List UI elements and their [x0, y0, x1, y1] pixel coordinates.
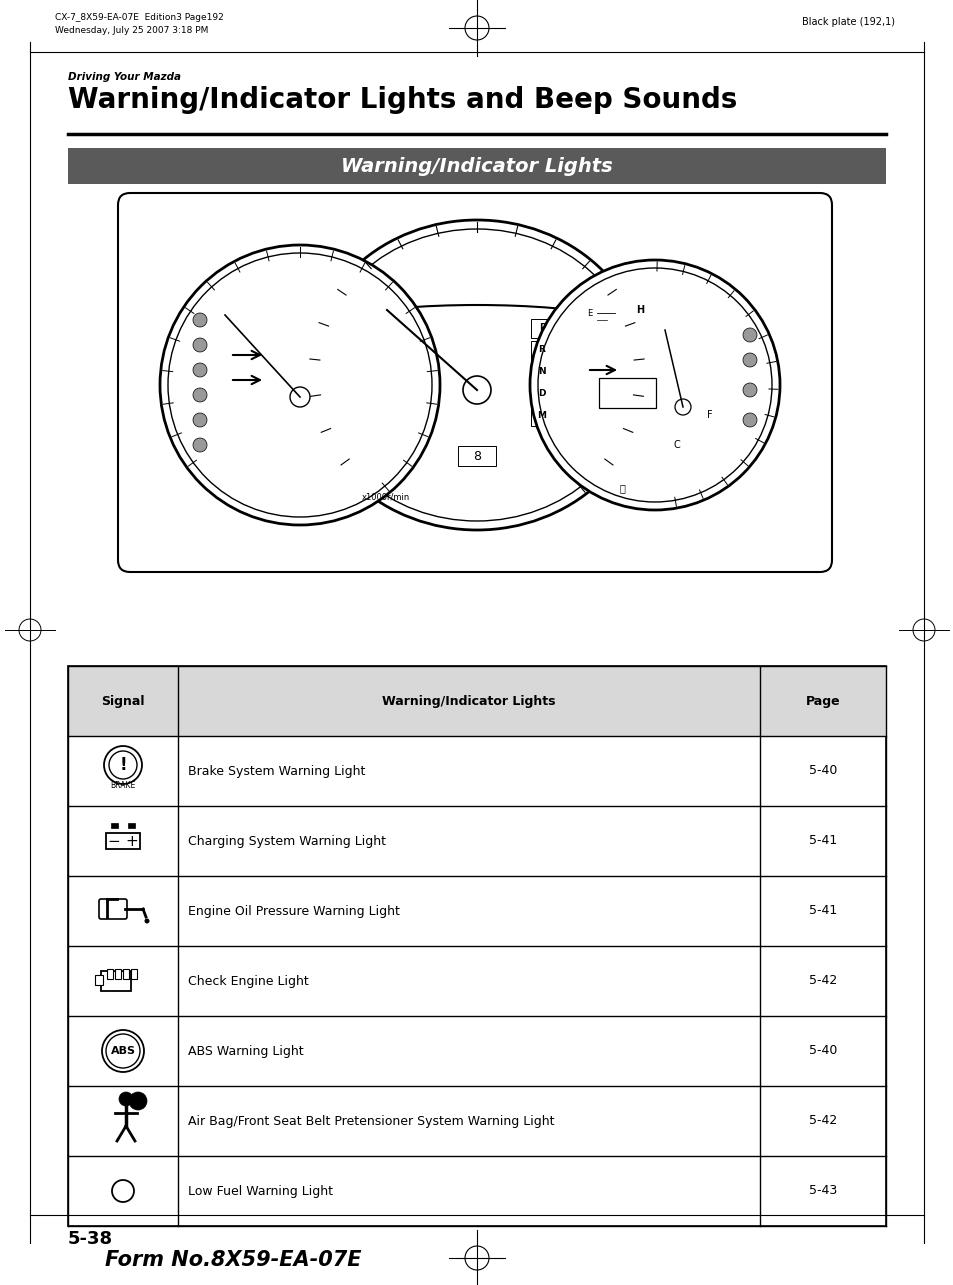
Ellipse shape	[168, 253, 432, 517]
Text: Driving Your Mazda: Driving Your Mazda	[68, 72, 181, 82]
Text: 5-41: 5-41	[808, 834, 836, 848]
Circle shape	[193, 314, 207, 326]
FancyBboxPatch shape	[131, 969, 137, 979]
Ellipse shape	[315, 229, 638, 520]
Text: Air Bag/Front Seat Belt Pretensioner System Warning Light: Air Bag/Front Seat Belt Pretensioner Sys…	[188, 1114, 554, 1127]
Circle shape	[109, 750, 137, 779]
Text: 5-40: 5-40	[808, 765, 837, 777]
Circle shape	[742, 383, 757, 397]
Text: Brake System Warning Light: Brake System Warning Light	[188, 765, 365, 777]
FancyBboxPatch shape	[531, 386, 553, 403]
Text: −: −	[108, 834, 120, 848]
Text: P: P	[538, 324, 545, 333]
FancyBboxPatch shape	[531, 341, 553, 360]
Circle shape	[119, 1092, 132, 1106]
Text: Engine Oil Pressure Warning Light: Engine Oil Pressure Warning Light	[188, 905, 399, 917]
FancyBboxPatch shape	[123, 969, 129, 979]
Text: ⛽: ⛽	[619, 483, 625, 493]
FancyBboxPatch shape	[111, 822, 118, 828]
Text: Form No.8X59-EA-07E: Form No.8X59-EA-07E	[105, 1250, 361, 1270]
FancyBboxPatch shape	[128, 822, 135, 828]
Text: D: D	[537, 389, 545, 398]
Text: x1000r/min: x1000r/min	[361, 492, 410, 501]
Circle shape	[742, 412, 757, 427]
Text: Warning/Indicator Lights: Warning/Indicator Lights	[341, 157, 612, 176]
Text: +: +	[126, 834, 138, 848]
Circle shape	[675, 400, 690, 415]
FancyBboxPatch shape	[68, 666, 885, 736]
Circle shape	[193, 438, 207, 452]
Circle shape	[290, 387, 310, 407]
Text: CX-7_8X59-EA-07E  Edition3 Page192: CX-7_8X59-EA-07E Edition3 Page192	[55, 13, 224, 22]
Ellipse shape	[537, 269, 771, 502]
FancyBboxPatch shape	[99, 899, 127, 919]
Text: F: F	[706, 410, 712, 420]
FancyBboxPatch shape	[115, 969, 121, 979]
FancyBboxPatch shape	[531, 319, 553, 338]
Circle shape	[742, 353, 757, 368]
Text: Warning/Indicator Lights and Beep Sounds: Warning/Indicator Lights and Beep Sounds	[68, 86, 737, 114]
Text: C: C	[673, 439, 679, 450]
Text: R: R	[538, 346, 545, 355]
Text: !: !	[119, 756, 127, 774]
Circle shape	[144, 919, 150, 924]
Text: ABS: ABS	[111, 1046, 135, 1056]
Text: 5-40: 5-40	[808, 1045, 837, 1058]
Text: 5-43: 5-43	[808, 1185, 836, 1198]
FancyBboxPatch shape	[106, 833, 140, 849]
FancyBboxPatch shape	[531, 362, 553, 382]
FancyBboxPatch shape	[107, 969, 112, 979]
Text: 5-38: 5-38	[68, 1230, 113, 1248]
FancyBboxPatch shape	[457, 446, 496, 466]
Circle shape	[193, 362, 207, 377]
FancyBboxPatch shape	[68, 148, 885, 184]
Text: 5-42: 5-42	[808, 974, 836, 987]
FancyBboxPatch shape	[598, 378, 656, 409]
Circle shape	[129, 1092, 147, 1110]
Text: 5-42: 5-42	[808, 1114, 836, 1127]
Text: 8: 8	[473, 450, 480, 463]
Text: Charging System Warning Light: Charging System Warning Light	[188, 834, 386, 848]
Circle shape	[106, 1034, 140, 1068]
Circle shape	[193, 412, 207, 427]
Text: Low Fuel Warning Light: Low Fuel Warning Light	[188, 1185, 333, 1198]
Ellipse shape	[307, 220, 646, 529]
Text: H: H	[636, 305, 643, 315]
FancyBboxPatch shape	[101, 971, 131, 991]
Text: E: E	[586, 308, 592, 317]
Text: M: M	[537, 411, 546, 420]
Text: 5-41: 5-41	[808, 905, 836, 917]
Text: Warning/Indicator Lights: Warning/Indicator Lights	[382, 694, 556, 708]
Circle shape	[462, 377, 491, 403]
Circle shape	[742, 328, 757, 342]
Ellipse shape	[530, 260, 780, 510]
FancyBboxPatch shape	[531, 407, 553, 427]
FancyBboxPatch shape	[118, 193, 831, 572]
Text: Wednesday, July 25 2007 3:18 PM: Wednesday, July 25 2007 3:18 PM	[55, 26, 208, 35]
Text: Signal: Signal	[101, 694, 145, 708]
Circle shape	[102, 1031, 144, 1072]
Text: Check Engine Light: Check Engine Light	[188, 974, 309, 987]
Text: ABS Warning Light: ABS Warning Light	[188, 1045, 303, 1058]
Text: Page: Page	[805, 694, 840, 708]
Text: BRAKE: BRAKE	[111, 781, 135, 790]
FancyBboxPatch shape	[95, 975, 103, 986]
Text: Black plate (192,1): Black plate (192,1)	[801, 17, 894, 27]
Circle shape	[104, 747, 142, 784]
Ellipse shape	[160, 245, 439, 526]
Circle shape	[193, 388, 207, 402]
Text: N: N	[537, 368, 545, 377]
FancyBboxPatch shape	[68, 666, 885, 1226]
Circle shape	[193, 338, 207, 352]
Circle shape	[112, 1180, 133, 1201]
